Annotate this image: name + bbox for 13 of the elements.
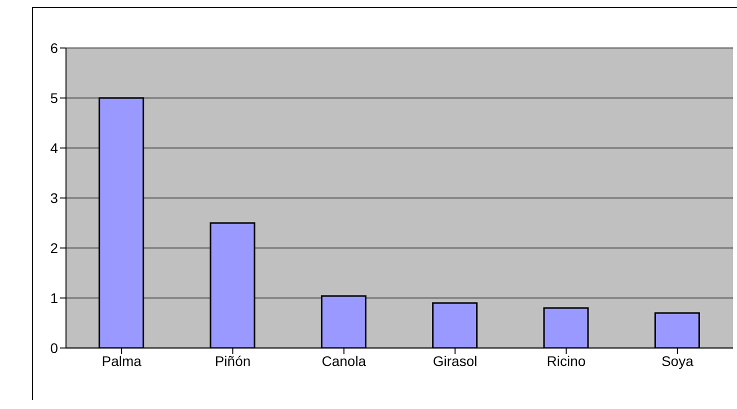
- x-tick-label: Canola: [322, 352, 366, 369]
- y-tick-label: 3: [50, 190, 58, 206]
- y-tick-label: 0: [50, 340, 58, 356]
- y-tick-label: 5: [50, 90, 58, 106]
- x-tick-label: Ricino: [546, 352, 586, 369]
- x-tick-label: Palma: [102, 352, 142, 369]
- y-tick-label: 4: [50, 140, 58, 156]
- y-tick-label: 6: [50, 40, 58, 56]
- x-tick-label: Soya: [661, 352, 694, 369]
- x-tick-label: Piñón: [214, 352, 251, 369]
- y-tick-label: 2: [50, 240, 58, 256]
- x-tick-label: Girasol: [432, 352, 478, 369]
- y-tick-label: 1: [50, 290, 58, 306]
